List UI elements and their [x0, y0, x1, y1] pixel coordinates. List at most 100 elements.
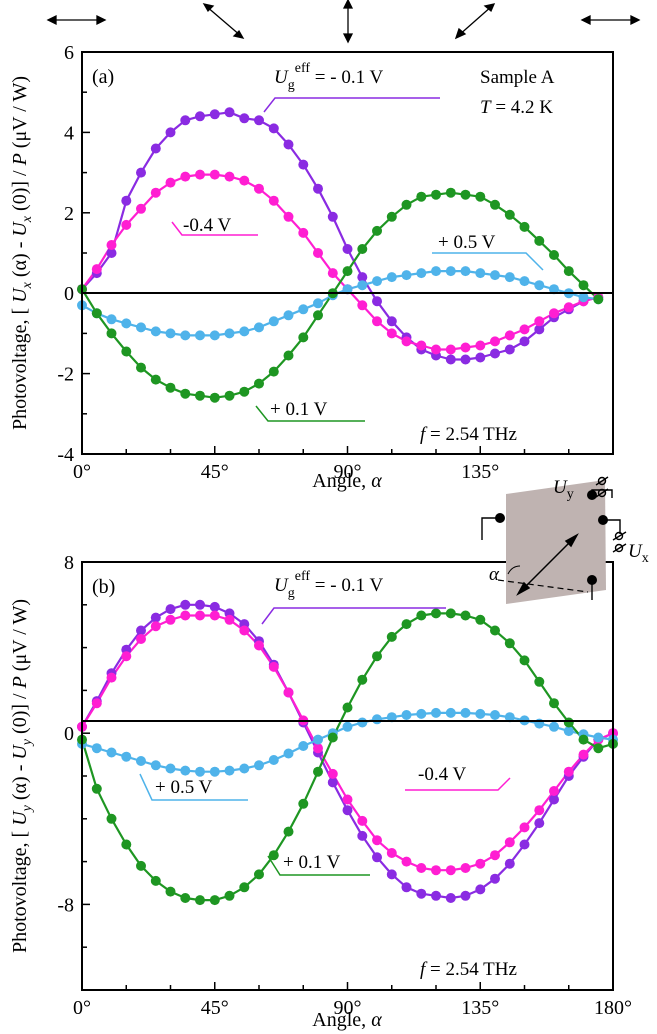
data-point-a-0 — [313, 183, 323, 194]
data-point-a-3 — [224, 390, 235, 401]
data-point-b-3 — [91, 783, 102, 794]
data-point-b-3 — [504, 638, 515, 649]
data-point-a-3 — [593, 294, 604, 305]
data-point-a-1 — [313, 248, 323, 258]
data-point-a-3 — [504, 209, 515, 220]
data-point-a-0 — [372, 296, 382, 307]
data-point-a-0 — [445, 354, 456, 365]
data-point-b-3 — [534, 676, 545, 687]
data-point-a-3 — [121, 346, 132, 357]
data-point-b-2 — [475, 708, 486, 719]
data-point-a-3 — [563, 266, 574, 277]
label-minus04-a: -0.4 V — [183, 215, 231, 236]
data-point-b-3 — [593, 743, 604, 754]
data-point-a-3 — [180, 388, 191, 399]
y-tick-label: 6 — [64, 42, 74, 64]
data-point-a-1 — [180, 171, 191, 182]
data-point-a-0 — [327, 211, 338, 222]
data-point-b-1 — [401, 856, 412, 867]
data-point-b-1 — [224, 614, 235, 625]
data-point-a-2 — [504, 272, 515, 283]
alpha-symbol: α — [489, 564, 500, 585]
data-point-b-1 — [121, 651, 132, 662]
data-point-a-1 — [224, 171, 235, 182]
data-point-a-2 — [165, 328, 176, 339]
data-point-b-1 — [416, 863, 427, 873]
data-point-a-1 — [386, 328, 397, 339]
data-point-b-0 — [372, 852, 382, 863]
data-point-b-2 — [121, 751, 132, 762]
data-point-b-0 — [445, 893, 456, 903]
leader-minus04-b — [405, 777, 511, 791]
data-point-a-1 — [121, 219, 132, 230]
data-point-b-0 — [150, 612, 161, 623]
fit-curve-b-0 — [81, 603, 614, 900]
data-point-b-2 — [91, 743, 102, 754]
data-point-a-2 — [342, 284, 353, 295]
data-point-b-2 — [416, 708, 427, 719]
sample-square — [506, 480, 606, 604]
contact-dot — [495, 513, 505, 523]
leader-minus04-a — [171, 221, 258, 236]
data-point-b-2 — [386, 712, 397, 723]
data-point-b-3 — [327, 732, 338, 743]
panel-b-label-plus01: + 0.1 V — [267, 852, 370, 876]
data-point-b-2 — [342, 721, 353, 732]
data-point-b-0 — [165, 604, 176, 615]
data-point-b-0 — [534, 818, 545, 829]
data-point-b-0 — [180, 599, 191, 610]
data-point-a-0 — [342, 244, 353, 254]
data-point-b-0 — [401, 882, 412, 893]
data-point-a-2 — [519, 276, 530, 287]
data-point-b-0 — [386, 869, 397, 880]
data-point-a-3 — [431, 189, 441, 200]
x-tick-label: 180° — [594, 997, 632, 1019]
data-point-b-2 — [224, 765, 235, 776]
data-point-a-0 — [239, 113, 250, 124]
data-point-a-1 — [490, 336, 500, 347]
data-point-a-3 — [372, 225, 382, 236]
data-point-b-2 — [372, 714, 382, 725]
data-point-b-2 — [401, 710, 412, 720]
data-point-a-3 — [416, 191, 427, 202]
data-point-b-1 — [209, 610, 220, 621]
polarization-arrow-horizontal-right — [580, 14, 641, 26]
data-point-b-3 — [460, 610, 471, 621]
data-point-b-2 — [180, 765, 191, 776]
data-point-a-3 — [549, 250, 559, 260]
x-tick-label: 135° — [461, 461, 499, 483]
data-point-a-0 — [268, 123, 279, 134]
data-point-a-0 — [298, 159, 309, 170]
label-ug-minus01-b: Ugeff = - 0.1 V — [274, 569, 383, 601]
panel-b-label-plus05: + 0.5 V — [139, 773, 248, 801]
panel-a-label-minus01: Ugeff = - 0.1 V — [263, 61, 440, 113]
data-point-b-0 — [136, 625, 146, 636]
data-point-a-2 — [313, 298, 323, 309]
data-point-b-3 — [357, 674, 368, 685]
data-point-a-2 — [209, 330, 220, 341]
data-point-a-3 — [136, 362, 146, 373]
data-point-b-0 — [357, 830, 368, 841]
data-point-a-3 — [283, 350, 294, 361]
data-point-a-1 — [91, 264, 102, 275]
data-point-b-0 — [342, 805, 353, 816]
data-point-a-1 — [519, 324, 530, 335]
data-point-b-0 — [475, 884, 486, 895]
fit-curve-a-1 — [81, 173, 599, 351]
data-point-a-3 — [298, 332, 309, 343]
data-point-a-0 — [121, 195, 132, 206]
data-point-a-1 — [563, 302, 574, 313]
data-point-a-2 — [490, 270, 500, 281]
data-point-a-2 — [475, 268, 486, 279]
panel-b: 0° 45° 90° 135° 180° -8 0 8 (b) Ugeff = - 0.1 V… — [9, 552, 632, 1031]
data-point-a-0 — [386, 316, 397, 327]
panel-b-label-minus04: -0.4 V — [405, 764, 511, 791]
data-point-a-0 — [254, 115, 264, 126]
data-point-b-2 — [136, 756, 146, 766]
panel-b-data-points — [77, 599, 618, 906]
reference-dashed-line — [497, 579, 589, 593]
label-plus01-b: + 0.1 V — [283, 852, 341, 873]
data-point-a-2 — [239, 326, 250, 337]
data-point-a-2 — [136, 322, 146, 333]
